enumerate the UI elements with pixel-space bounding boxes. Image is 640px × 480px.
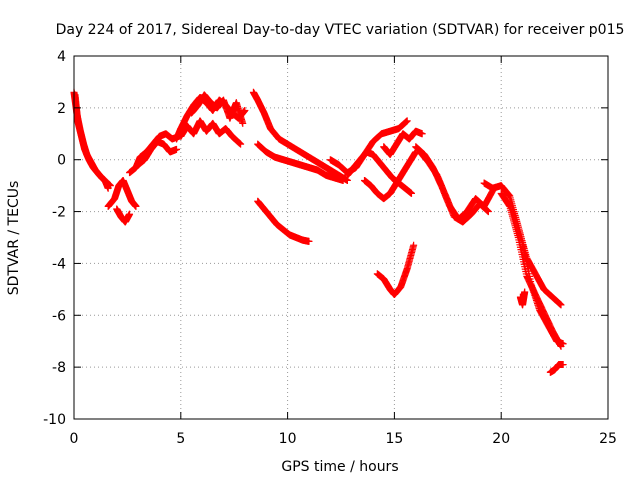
y-tick-label: -6 — [52, 308, 66, 324]
data-point — [241, 106, 249, 114]
y-tick-label: 2 — [57, 101, 66, 117]
data-point — [559, 361, 567, 369]
chart-title: Day 224 of 2017, Sidereal Day-to-day VTE… — [56, 22, 625, 38]
data-point — [410, 241, 418, 249]
x-tick-label: 5 — [176, 431, 185, 447]
data-points — [70, 88, 567, 376]
data-point — [339, 176, 347, 184]
y-tick-label: -10 — [43, 412, 66, 428]
data-point — [557, 301, 565, 309]
y-axis-label: SDTVAR / TECUs — [6, 181, 22, 296]
data-point — [418, 130, 426, 138]
data-point — [521, 288, 529, 296]
y-tick-label: -8 — [52, 360, 66, 376]
x-tick-label: 15 — [385, 431, 403, 447]
y-tick-label: -4 — [52, 256, 66, 272]
data-point — [484, 208, 492, 216]
data-point — [305, 237, 313, 245]
axis-ticks: 0 5 10 15 20 25 -10 -8 -6 -4 -2 0 2 4 — [43, 49, 617, 447]
y-tick-label: 4 — [57, 49, 66, 65]
data-point — [403, 117, 411, 125]
x-axis-label: GPS time / hours — [281, 459, 398, 475]
data-point — [559, 340, 567, 348]
data-point — [132, 202, 140, 210]
data-point — [173, 145, 181, 153]
x-tick-label: 25 — [599, 431, 617, 447]
data-point — [239, 119, 247, 127]
grid — [74, 56, 608, 419]
x-tick-label: 0 — [70, 431, 79, 447]
x-tick-label: 20 — [492, 431, 510, 447]
y-tick-label: -2 — [52, 205, 66, 221]
y-tick-label: 0 — [57, 153, 66, 169]
x-tick-label: 10 — [279, 431, 297, 447]
data-point — [104, 184, 112, 192]
data-point — [237, 140, 245, 148]
plot-border — [73, 55, 609, 420]
data-point — [407, 189, 415, 197]
data-point — [126, 210, 134, 218]
